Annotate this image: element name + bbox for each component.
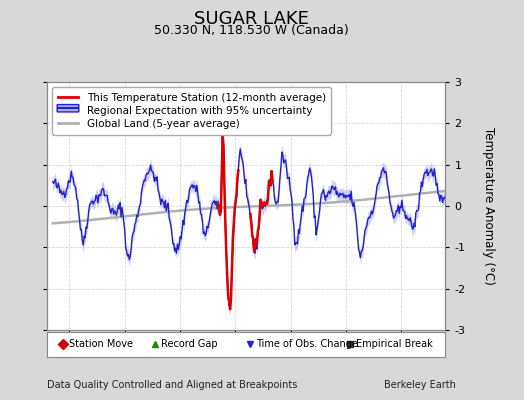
Text: SUGAR LAKE: SUGAR LAKE	[194, 10, 309, 28]
Text: Berkeley Earth: Berkeley Earth	[384, 380, 456, 390]
Text: Record Gap: Record Gap	[161, 339, 217, 350]
Text: Station Move: Station Move	[69, 339, 133, 350]
Text: Empirical Break: Empirical Break	[356, 339, 432, 350]
Text: 50.330 N, 118.530 W (Canada): 50.330 N, 118.530 W (Canada)	[154, 24, 349, 37]
Text: Time of Obs. Change: Time of Obs. Change	[256, 339, 358, 350]
Text: Data Quality Controlled and Aligned at Breakpoints: Data Quality Controlled and Aligned at B…	[47, 380, 298, 390]
Y-axis label: Temperature Anomaly (°C): Temperature Anomaly (°C)	[482, 127, 495, 285]
Legend: This Temperature Station (12-month average), Regional Expectation with 95% uncer: This Temperature Station (12-month avera…	[52, 87, 331, 134]
